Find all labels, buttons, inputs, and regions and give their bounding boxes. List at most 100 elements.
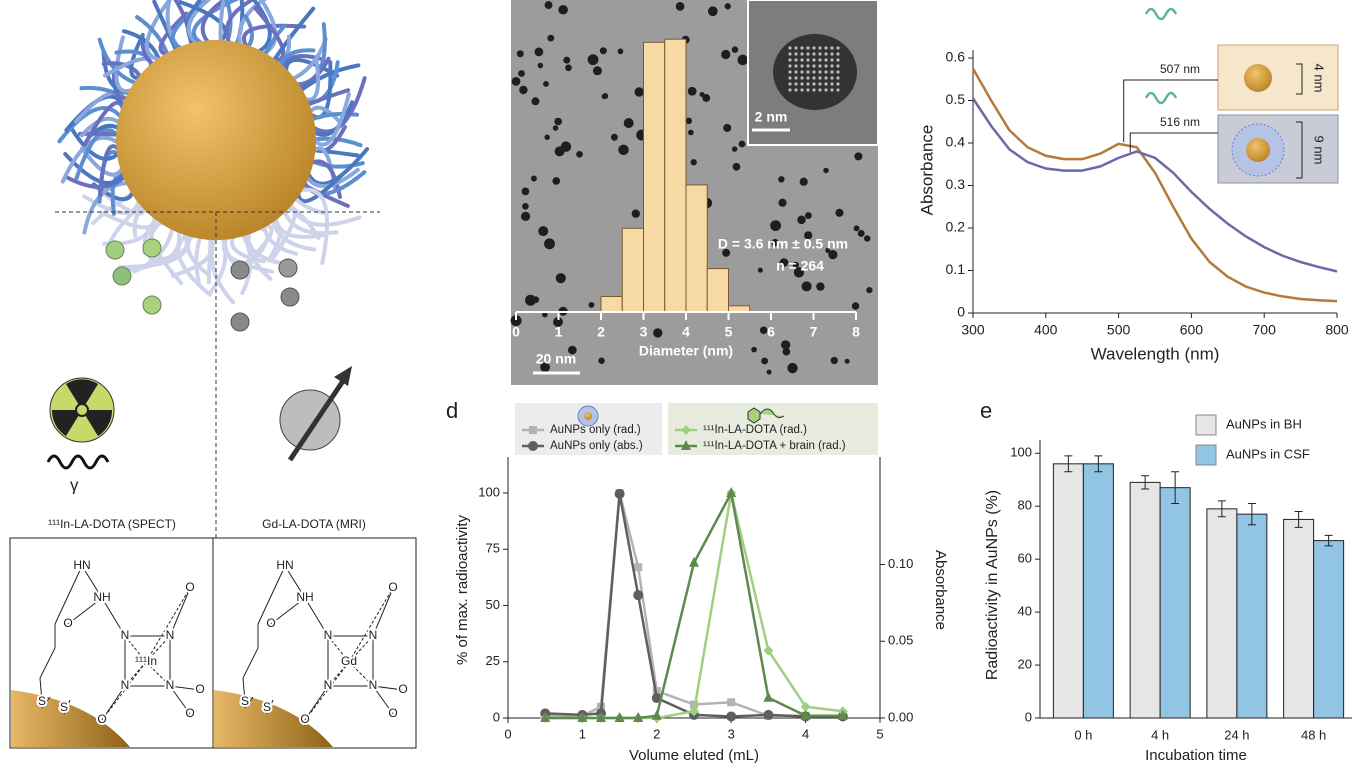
x-tick-label: 500 (1107, 322, 1131, 338)
ligand (225, 0, 257, 49)
x-tick-label: 1 (555, 324, 563, 340)
x-tick-label: 0 (512, 324, 520, 340)
particle (778, 198, 787, 207)
atom-label: O (63, 616, 72, 630)
x-tick-label: 2 (653, 726, 660, 741)
lattice (818, 82, 822, 86)
scale-label: 2 nm (755, 109, 788, 125)
legend-swatch (1195, 444, 1217, 466)
lattice (812, 70, 816, 74)
x-tick-label: 400 (1034, 322, 1058, 338)
legend-label: AuNPs in BH (1226, 416, 1302, 431)
particle (799, 177, 808, 186)
x-tick-label: 1 (579, 726, 586, 741)
x-tick-label: 6 (767, 324, 775, 340)
bond (169, 685, 191, 715)
lattice (800, 52, 804, 56)
size-bracket (1296, 63, 1303, 95)
y-tick-label: 0.5 (946, 91, 966, 107)
bond (304, 685, 329, 721)
bond (284, 565, 306, 599)
particle (688, 129, 694, 136)
particle (770, 220, 782, 232)
panel-label: d (446, 398, 458, 423)
lattice (788, 46, 792, 50)
ligand (281, 205, 339, 236)
x-tick-label: 2 (597, 324, 605, 340)
particle (685, 117, 693, 125)
atom-label: N (121, 678, 130, 692)
lattice (830, 88, 834, 92)
lattice (824, 88, 828, 92)
lattice (836, 82, 840, 86)
marker (726, 711, 737, 722)
legend-marker (529, 426, 537, 434)
ligand (132, 222, 175, 274)
error-bar (1294, 510, 1303, 528)
lattice (824, 58, 828, 62)
lattice (830, 82, 834, 86)
particle (731, 46, 739, 53)
size-label: 9 nm (1312, 136, 1327, 165)
particle (857, 229, 865, 237)
y-axis-label: Absorbance (917, 125, 936, 216)
bare-particle (1244, 64, 1272, 92)
bar (1159, 487, 1191, 719)
particle (707, 6, 718, 17)
atom-label: N (369, 678, 378, 692)
annotation: 516 nm (1160, 115, 1200, 129)
particle (587, 54, 599, 66)
particle (618, 144, 629, 156)
lattice (806, 76, 810, 80)
particle (863, 235, 871, 242)
atom-label: S (241, 694, 249, 708)
annotation: 507 nm (1160, 62, 1200, 76)
lattice (788, 70, 792, 74)
bar (600, 296, 623, 313)
atom-label: S (60, 700, 68, 714)
lattice (836, 52, 840, 56)
marker (614, 488, 625, 499)
gamma-wave (46, 454, 110, 470)
particle (532, 296, 540, 304)
atom-label: N (324, 628, 333, 642)
atom-label: O (195, 682, 204, 696)
x-tick-label: 800 (1325, 322, 1349, 338)
ligand (293, 187, 330, 265)
particle (520, 211, 531, 222)
legend-label: AuNPs only (rad.) (550, 424, 641, 436)
x-tick-label: 4 h (1151, 727, 1169, 742)
spin-arrow (287, 376, 348, 462)
marker (652, 687, 661, 695)
x-tick-label: 3 (728, 726, 735, 741)
lattice (824, 52, 828, 56)
lattice (812, 52, 816, 56)
lattice (800, 64, 804, 68)
lattice (818, 64, 822, 68)
ligand (186, 0, 212, 49)
marker (763, 645, 774, 656)
y-tick-label: 100 (478, 484, 500, 499)
particle (687, 86, 697, 96)
x-axis-label: Diameter (nm) (639, 343, 733, 359)
bond (54, 565, 83, 625)
particle (828, 250, 838, 260)
lattice (836, 70, 840, 74)
x-axis-label: Volume eluted (mL) (629, 747, 759, 764)
size-bracket (1296, 121, 1303, 179)
particle (516, 50, 524, 58)
bond (63, 699, 71, 715)
atom-label: ¹¹¹In (135, 654, 157, 668)
bond (372, 587, 394, 637)
coordination-bond (327, 635, 350, 663)
lattice (788, 88, 792, 92)
particle (801, 281, 812, 292)
particle (510, 315, 522, 327)
lattice (812, 64, 816, 68)
atom-label: O (398, 682, 407, 696)
lattice (824, 46, 828, 50)
line (545, 493, 843, 718)
substrate (214, 690, 333, 747)
particle (780, 340, 791, 350)
legend-label: AuNPs only (abs.) (550, 440, 643, 452)
